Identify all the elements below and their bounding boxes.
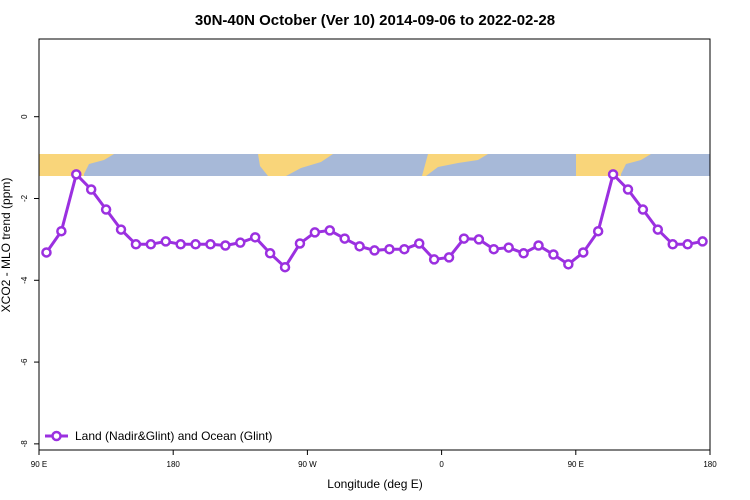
data-point (354, 241, 365, 252)
data-point (458, 233, 470, 244)
y-tick-label: -4 (20, 276, 29, 284)
x-tick-label: 90 E (31, 460, 47, 469)
data-point (56, 225, 67, 237)
data-point (592, 225, 604, 237)
data-point (205, 239, 216, 250)
data-point (443, 252, 455, 263)
data-point (324, 225, 336, 236)
data-point (160, 236, 171, 247)
legend-marker (51, 430, 62, 442)
data-point (637, 204, 649, 215)
data-point (384, 243, 395, 255)
data-point (399, 243, 410, 255)
data-point (175, 239, 186, 250)
data-point (190, 239, 201, 250)
data-point (71, 169, 82, 180)
data-point (279, 261, 291, 273)
data-point (294, 238, 306, 249)
data-point (235, 237, 246, 248)
data-point (428, 254, 440, 265)
data-point (578, 247, 589, 258)
data-point (652, 224, 664, 235)
y-tick-label: -6 (20, 358, 29, 366)
legend-label: Land (Nadir&Glint) and Ocean (Glint) (75, 429, 272, 443)
data-point (503, 242, 514, 253)
data-point (533, 240, 544, 251)
data-point (145, 239, 157, 250)
data-point (667, 239, 678, 250)
data-point (115, 224, 127, 235)
x-tick-label: 180 (167, 460, 181, 469)
data-point (473, 234, 485, 245)
data-point (697, 236, 708, 247)
x-tick-label: 90 E (568, 460, 584, 469)
x-tick-label: 0 (439, 460, 444, 469)
data-point (548, 249, 559, 260)
data-point (622, 184, 634, 195)
data-point (563, 259, 574, 270)
plot-frame (38, 38, 711, 451)
data-point (41, 247, 52, 258)
data-point (309, 227, 321, 238)
data-point (130, 239, 142, 250)
data-point (339, 233, 350, 244)
x-axis-label: Longitude (deg E) (327, 477, 422, 491)
data-point (220, 240, 231, 251)
data-point (413, 238, 425, 249)
data-point (100, 204, 112, 215)
data-point (607, 169, 619, 180)
x-tick-label: 180 (703, 460, 717, 469)
data-point (369, 245, 380, 256)
data-point (85, 184, 97, 195)
map-band (39, 154, 710, 176)
y-tick-label: -2 (20, 194, 29, 202)
data-point (682, 239, 693, 250)
y-tick-label: -8 (20, 440, 29, 448)
data-point (264, 248, 276, 259)
y-axis-label: XCO2 - MLO trend (ppm) (0, 178, 13, 313)
data-point (488, 243, 500, 255)
chart-title: 30N-40N October (Ver 10) 2014-09-06 to 2… (195, 12, 555, 29)
data-point (249, 232, 261, 243)
y-tick-label: 0 (20, 114, 29, 119)
data-point (518, 248, 529, 259)
x-tick-label: 90 W (298, 460, 317, 469)
